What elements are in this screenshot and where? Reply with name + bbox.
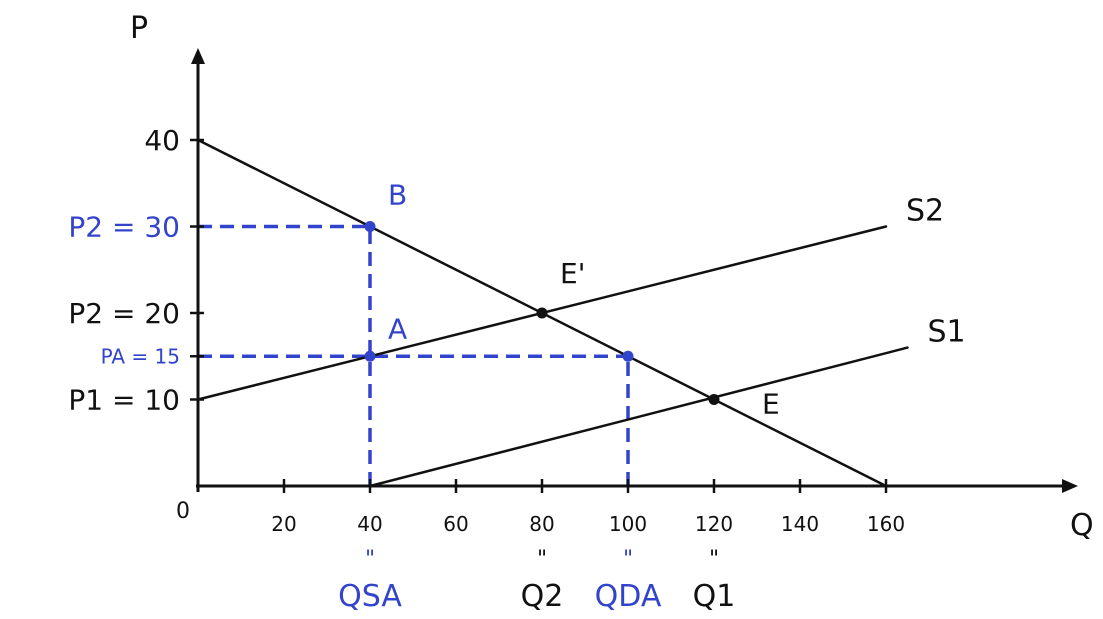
x-axis-arrow-icon (1062, 479, 1078, 493)
data-point (536, 307, 548, 319)
equals-mark: " (365, 547, 375, 572)
x-tick-label: 80 (529, 512, 554, 536)
equals-mark: " (537, 547, 547, 572)
y-axis-arrow-icon (191, 48, 205, 64)
x-tick-label: 60 (443, 512, 468, 536)
quantity-label: QSA (338, 579, 402, 614)
quantity-label: Q1 (693, 579, 736, 614)
x-tick-label: 120 (695, 512, 733, 536)
y-axis-label: P (130, 11, 148, 46)
y-tick-label: P1 = 10 (68, 384, 180, 417)
x-tick-label: 100 (609, 512, 647, 536)
x-tick-label: 40 (357, 512, 382, 536)
origin-label: 0 (176, 499, 190, 524)
series-line (368, 346, 909, 488)
y-tick-label: PA = 15 (101, 344, 180, 368)
guide-lines (198, 224, 630, 486)
y-tick-label: P2 = 20 (68, 297, 180, 330)
x-tick-label: 140 (781, 512, 819, 536)
point-label: E (762, 388, 780, 421)
series-label: S2 (906, 194, 944, 229)
data-point (708, 394, 720, 405)
data-point (364, 350, 376, 362)
data-point (622, 350, 634, 362)
x-axis-label: Q (1070, 508, 1094, 543)
equals-mark: " (709, 547, 719, 572)
x-tick-label: 20 (271, 512, 296, 536)
point-label: B (388, 179, 407, 212)
axes: P Q 0 (130, 11, 1094, 543)
series-label: S1 (928, 315, 966, 350)
x-ticks: 20 40 60 80 100 120 140 160 (271, 479, 905, 536)
quantity-label: Q2 (521, 579, 564, 614)
point-label: A (388, 312, 407, 345)
x-tick-label: 160 (867, 512, 905, 536)
quantity-annotations: " QSA " Q2 " QDA " Q1 (338, 547, 735, 614)
y-tick-label: 40 (144, 124, 180, 157)
quantity-label: QDA (595, 579, 662, 614)
equals-mark: " (623, 547, 633, 572)
y-ticks: 40 P2 = 30 P2 = 20 PA = 15 P1 = 10 (68, 124, 204, 417)
point-label: E' (560, 257, 585, 290)
y-tick-label: P2 = 30 (68, 211, 180, 244)
data-point (364, 221, 376, 232)
points: B A E' E (364, 179, 780, 421)
series-lines: S2 S1 (196, 138, 966, 488)
